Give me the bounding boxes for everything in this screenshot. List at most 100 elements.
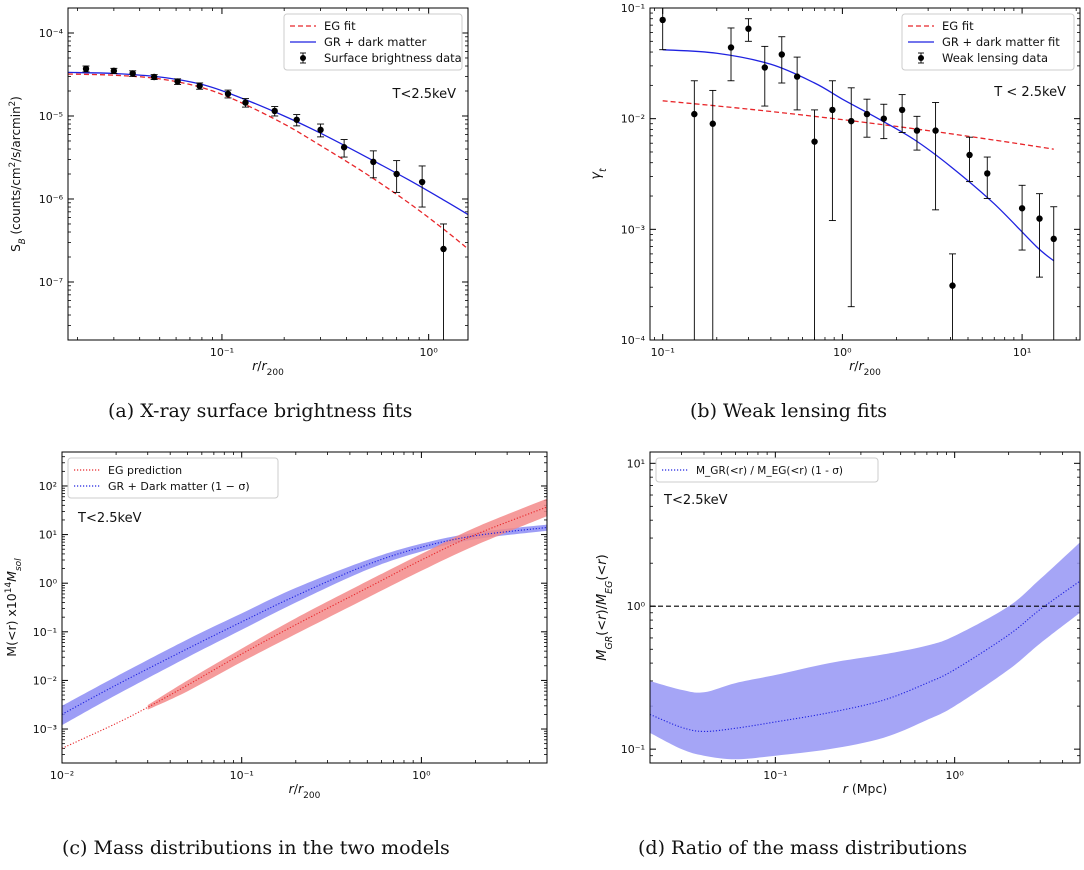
annotation-a: T<2.5keV [392,87,457,102]
annotation-b: T < 2.5keV [993,85,1066,100]
data-marker [913,127,921,134]
data-marker [110,67,118,75]
panel-b: 10⁻¹ 10⁰ 10¹ 10⁻⁴ 10⁻³ 10⁻² 10⁻¹ T < 2.5keV EG f… [589,2,1081,378]
x-tick-label: 10⁻¹ [651,346,675,359]
legend-swatch [300,55,306,61]
data-point [690,80,698,340]
data-point [418,165,426,208]
caption-b: (b) Weak lensing fits [690,400,888,422]
data-marker [293,116,300,123]
x-tick-label: 10⁻² [50,769,74,782]
series-line [68,71,468,216]
data-marker [863,110,871,118]
data-point [369,150,377,179]
legend-label: Weak lensing data [942,51,1048,65]
data-marker [393,170,400,178]
series-line [662,100,1054,150]
y-tick-label: 10⁻⁵ [39,110,63,123]
data-marker [174,78,181,85]
data-point [224,89,232,99]
data-marker [829,106,836,114]
series-line [68,73,468,250]
data-point [82,65,90,73]
data-point [1036,193,1044,278]
data-point [880,103,888,140]
data-point [317,123,325,138]
data-marker [659,16,666,24]
y-tick-label: 10⁻⁶ [39,193,64,206]
legend-label: GR + dark matter [324,35,427,49]
x-tick-label: 10⁰ [412,769,431,782]
x-tick-label: 10⁰ [945,769,964,782]
data-point [1018,184,1026,251]
y-tick-label: 10² [39,480,57,493]
panel-d: 10⁻¹ 10⁰ 10⁻¹ 10⁰ 10¹ T<2.5keV M_GR(<r) / M_EG… [595,451,1081,796]
y-axis-label: MGR(<r)/MEG(<r) [595,554,615,661]
data-marker [317,126,324,134]
annotation-d: T<2.5keV [663,493,728,508]
data-point [271,106,279,117]
data-marker [370,158,377,166]
x-tick-label: 10⁻¹ [230,769,254,782]
y-tick-label: 10⁻⁷ [39,276,63,289]
data-marker [196,82,203,90]
data-marker [1036,215,1043,222]
x-tick-label: 10⁻¹ [210,346,234,359]
data-marker [745,25,752,32]
data-point [761,45,769,107]
y-tick-label: 10⁻¹ [621,2,645,15]
data-marker [271,107,278,115]
caption-d: (d) Ratio of the mass distributions [638,837,968,859]
data-point [709,89,717,340]
y-tick-label: 10⁻³ [621,223,645,236]
legend-label: EG fit [324,19,356,33]
data-marker [793,73,801,80]
data-marker [984,170,991,177]
caption-c: (c) Mass distributions in the two models [62,837,450,859]
plot-frame [649,7,1081,341]
x-tick-label: 10⁰ [419,346,438,359]
data-point [811,109,819,340]
legend-label: M_GR(<r) / M_EG(<r) (1 - σ) [696,465,843,477]
data-point [793,56,801,111]
data-point [932,102,940,211]
series-line [650,580,1080,733]
data-point [110,67,118,75]
data-point [293,114,301,127]
x-axis-label: r/r200 [849,358,881,378]
data-point [241,98,249,108]
data-point [778,36,786,84]
y-tick-label: 10⁻¹ [33,626,57,639]
x-tick-label: 10⁻¹ [763,769,787,782]
y-axis-label: SB (counts/cm2/s/arcmin2) [8,96,28,252]
panel-c: 10⁻² 10⁻¹ 10⁰ 10⁻³ 10⁻² 10⁻¹ 10⁰ 10¹ 10² T<2.5keV… [4,451,548,801]
legend-box [67,457,279,499]
y-tick-label: 10⁻² [621,113,645,126]
plot-frame [649,451,1081,764]
legend-label: Surface brightness data [324,51,462,65]
data-point [174,78,182,85]
data-point [393,160,401,193]
y-tick-label: 10⁰ [627,600,646,613]
legend-swatch [918,55,924,61]
data-point [966,136,974,183]
y-tick-label: 10¹ [39,529,57,542]
data-marker [880,115,888,122]
data-point [863,98,871,138]
y-tick-label: 10⁰ [39,577,58,590]
data-marker [966,151,973,159]
data-point [744,18,752,42]
x-tick-label: 10⁰ [833,346,852,359]
data-marker [709,120,716,127]
data-point [340,139,348,158]
series-line [662,49,1055,262]
data-point [913,115,921,151]
y-tick-label: 10⁻² [33,674,57,687]
annotation-c: T<2.5keV [77,511,142,526]
x-axis-label: r (Mpc) [843,781,887,796]
data-marker [691,110,698,118]
data-point [129,70,137,77]
data-point [828,80,836,222]
data-marker [242,99,249,106]
